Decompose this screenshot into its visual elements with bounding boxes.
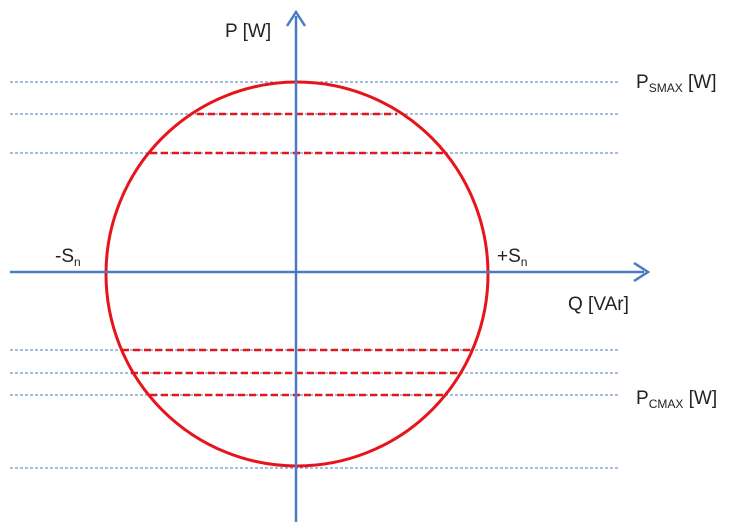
label-main: +S <box>497 246 521 267</box>
label-sub: n <box>521 255 528 269</box>
p-axis-label: P [W] <box>225 21 271 42</box>
label-main: P <box>636 388 649 409</box>
axes <box>10 9 651 522</box>
q-arrow <box>633 261 651 283</box>
label-sub: SMAX <box>649 81 683 95</box>
label-sub: n <box>74 255 81 269</box>
label-unit: [W] <box>683 388 717 409</box>
label-main: -S <box>55 246 74 267</box>
pcmax-label: PCMAX [W] <box>636 388 717 411</box>
label-sub: CMAX <box>649 397 684 411</box>
reference-lines <box>10 81 618 469</box>
minus-sn-label: -Sn <box>55 246 81 269</box>
psmax-label: PSMAX [W] <box>636 72 716 95</box>
p-arrow <box>285 9 307 27</box>
plus-sn-label: +Sn <box>497 246 527 269</box>
q-axis-label: Q [VAr] <box>568 294 629 315</box>
label-main: P <box>636 72 649 93</box>
label-unit: [W] <box>683 72 717 93</box>
